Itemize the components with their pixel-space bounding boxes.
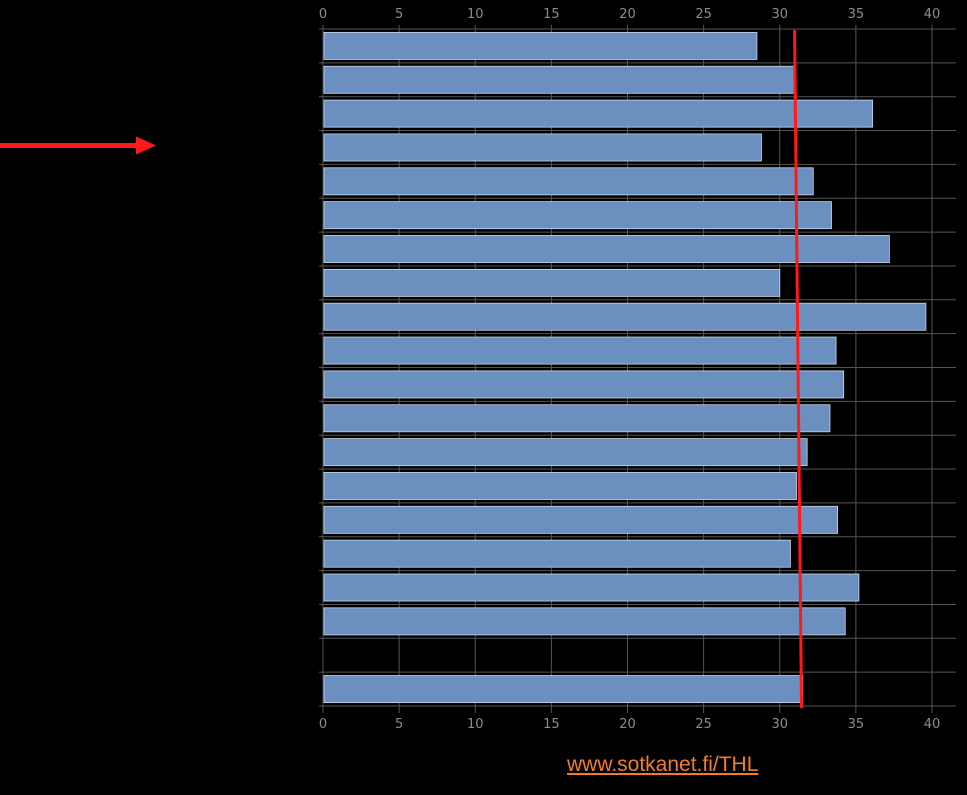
bar [323,438,808,467]
arrow-head-icon [136,136,156,155]
bar [323,370,845,399]
bar [323,65,796,94]
x-tick-label-bottom: 10 [467,717,484,732]
bar [323,539,791,568]
x-tick-label-bottom: 25 [695,717,712,732]
x-tick-label-top: 5 [395,7,403,22]
source-link[interactable]: www.sotkanet.fi/THL [567,753,759,776]
x-tick-label-bottom: 20 [619,717,636,732]
bar [323,336,837,365]
x-tick-label-top: 35 [848,7,865,22]
x-tick-label-bottom: 15 [543,717,560,732]
bar [323,31,758,60]
x-tick-label-bottom: 0 [319,717,327,732]
bar [323,235,890,263]
x-tick-label-bottom: 35 [848,717,865,732]
bar [323,133,762,162]
x-tick-label-top: 0 [319,7,327,22]
x-tick-label-bottom: 30 [771,717,788,732]
bar [323,167,814,196]
bar [323,573,860,602]
x-tick-label-top: 25 [695,7,712,22]
bar [323,268,781,297]
x-tick-label-top: 30 [771,7,788,22]
x-tick-label-top: 10 [467,7,484,22]
x-tick-label-bottom: 40 [924,717,941,732]
x-tick-label-top: 15 [543,7,560,22]
x-tick-label-top: 40 [924,7,941,22]
bar [323,607,846,636]
bar [323,99,874,128]
bar [323,675,803,704]
reference-line [793,29,804,709]
bar [323,472,797,500]
bar [323,201,832,230]
bar [323,302,927,331]
bar [323,404,831,433]
bar [323,505,839,534]
x-tick-label-bottom: 5 [395,717,403,732]
x-tick-label-top: 20 [619,7,636,22]
